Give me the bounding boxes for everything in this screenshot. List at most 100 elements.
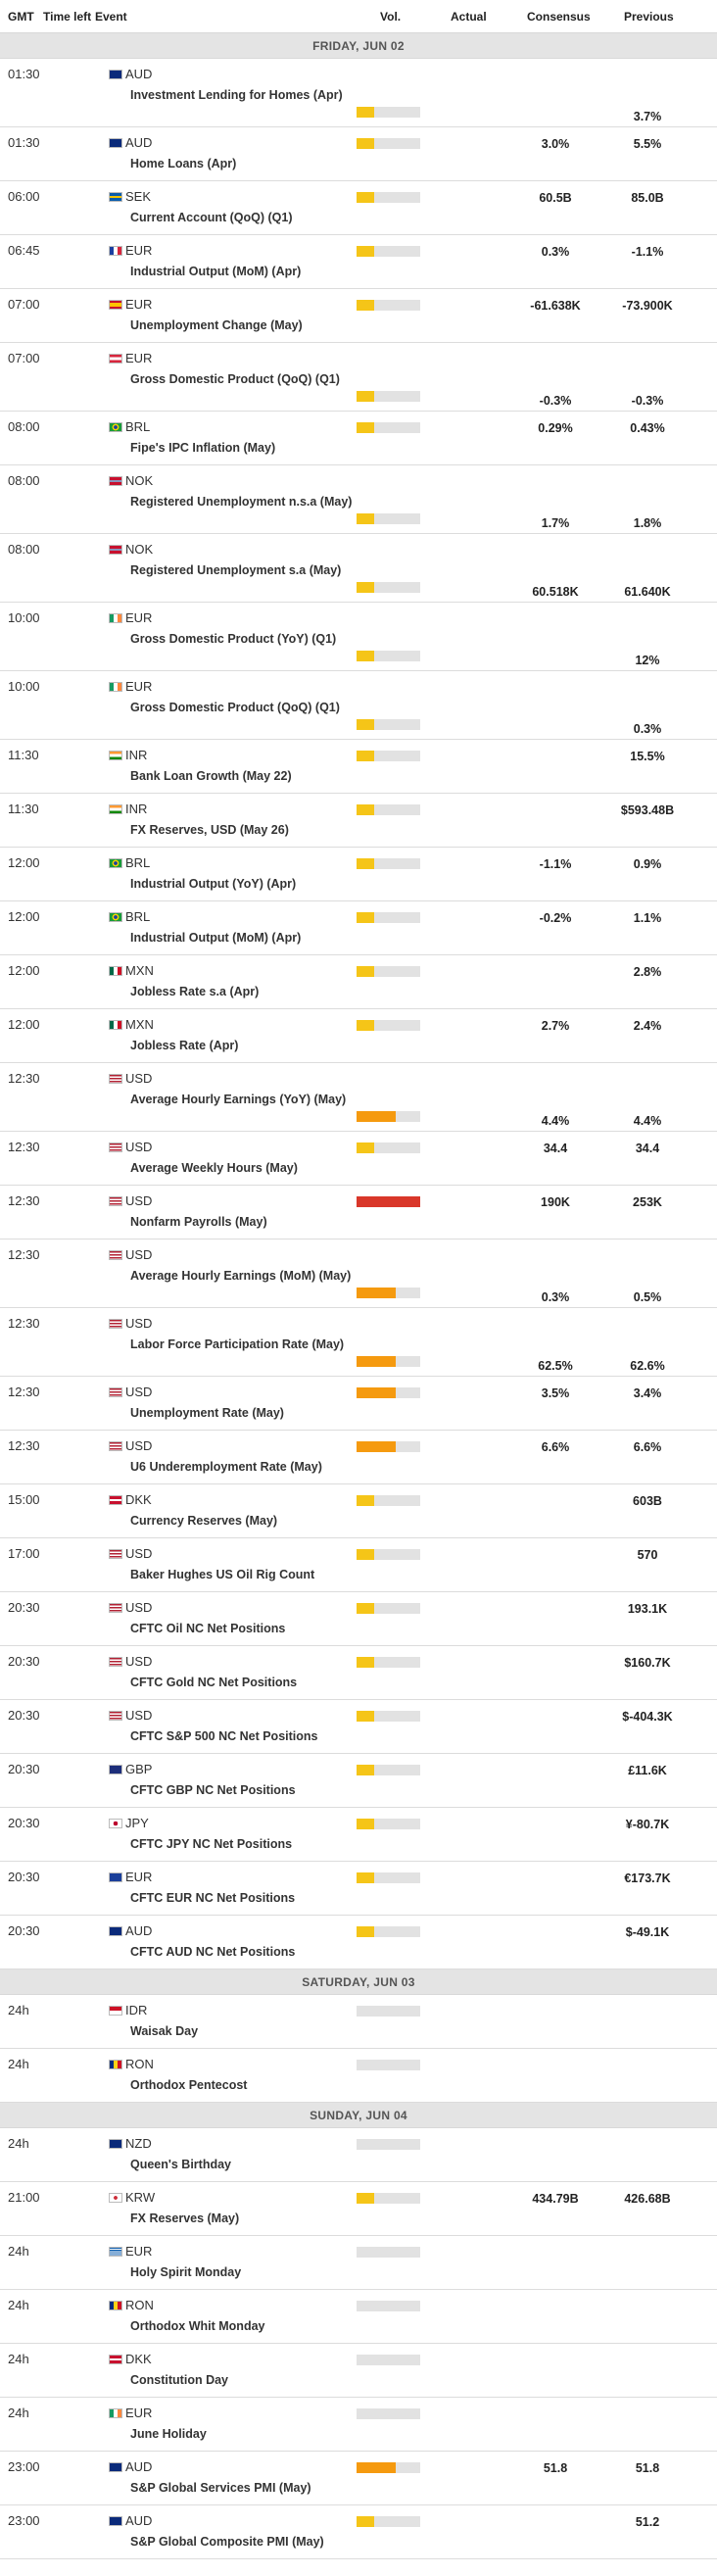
event-row[interactable]: 12:30 USD Average Weekly Hours (May) 34.4 34… (0, 1132, 717, 1186)
event-row[interactable]: 12:30 USD Nonfarm Payrolls (May) 190K 253K (0, 1186, 717, 1239)
event-name[interactable]: Holy Spirit Monday (130, 2265, 242, 2279)
event-name[interactable]: S&P Global Services PMI (May) (130, 2481, 311, 2495)
event-row[interactable]: 01:30 AUD Home Loans (Apr) 3.0% 5.5% (0, 127, 717, 181)
event-name[interactable]: CFTC JPY NC Net Positions (130, 1837, 293, 1851)
event-name[interactable]: CFTC AUD NC Net Positions (130, 1945, 296, 1959)
event-row[interactable]: 12:30 USD Average Hourly Earnings (YoY) (M… (0, 1063, 717, 1132)
event-row[interactable]: 08:00 BRL Fipe's IPC Inflation (May) 0.29% 0… (0, 412, 717, 465)
event-row[interactable]: 01:30 AUD Investment Lending for Homes (Ap… (0, 59, 717, 127)
event-row[interactable]: 20:30 USD CFTC S&P 500 NC Net Positions $-4… (0, 1700, 717, 1754)
event-row[interactable]: 17:00 USD Baker Hughes US Oil Rig Count 570 (0, 1538, 717, 1592)
event-row[interactable]: 12:00 MXN Jobless Rate s.a (Apr) 2.8% (0, 955, 717, 1009)
event-row[interactable]: 12:00 BRL Industrial Output (MoM) (Apr) -0.… (0, 901, 717, 955)
event-name[interactable]: Average Weekly Hours (May) (130, 1161, 298, 1175)
event-name[interactable]: Waisak Day (130, 2024, 199, 2038)
event-row[interactable]: 10:00 EUR Gross Domestic Product (YoY) (Q1… (0, 603, 717, 671)
event-name[interactable]: Currency Reserves (May) (130, 1514, 278, 1528)
event-name[interactable]: Unemployment Rate (May) (130, 1406, 284, 1420)
event-row[interactable]: 24h DKK Constitution Day (0, 2344, 717, 2398)
event-row[interactable]: 12:30 USD Labor Force Participation Rate (… (0, 1308, 717, 1377)
col-previous[interactable]: Previous (624, 10, 674, 24)
volatility-fill (357, 751, 374, 761)
event-name[interactable]: Jobless Rate (Apr) (130, 1039, 239, 1052)
event-row[interactable]: 11:30 INR FX Reserves, USD (May 26) $593.48… (0, 794, 717, 848)
event-name[interactable]: Bank Loan Growth (May 22) (130, 769, 292, 783)
event-name[interactable]: Registered Unemployment n.s.a (May) (130, 495, 353, 509)
event-row[interactable]: 20:30 JPY CFTC JPY NC Net Positions ¥-80.7K (0, 1808, 717, 1862)
event-row[interactable]: 15:00 DKK Currency Reserves (May) 603B (0, 1484, 717, 1538)
event-name[interactable]: CFTC GBP NC Net Positions (130, 1783, 296, 1797)
event-name[interactable]: CFTC EUR NC Net Positions (130, 1891, 296, 1905)
event-row[interactable]: 23:00 AUD S&P Global Composite PMI (May) 51… (0, 2505, 717, 2559)
event-name[interactable]: Current Account (QoQ) (Q1) (130, 211, 293, 224)
col-vol[interactable]: Vol. (380, 10, 402, 24)
event-name[interactable]: Constitution Day (130, 2373, 228, 2387)
event-name[interactable]: Gross Domestic Product (QoQ) (Q1) (130, 372, 340, 386)
event-name[interactable]: S&P Global Composite PMI (May) (130, 2535, 324, 2549)
event-name[interactable]: Orthodox Whit Monday (130, 2319, 265, 2333)
event-row[interactable]: 07:00 EUR Gross Domestic Product (QoQ) (Q1… (0, 343, 717, 412)
event-name[interactable]: Gross Domestic Product (YoY) (Q1) (130, 632, 337, 646)
event-row[interactable]: 24h IDR Waisak Day (0, 1995, 717, 2049)
flag-us-icon (109, 1386, 122, 1397)
event-row[interactable]: 10:00 EUR Gross Domestic Product (QoQ) (Q1… (0, 671, 717, 740)
event-name[interactable]: Baker Hughes US Oil Rig Count (130, 1568, 315, 1581)
event-row[interactable]: 20:30 USD CFTC Oil NC Net Positions 193.1K (0, 1592, 717, 1646)
event-row[interactable]: 12:00 BRL Industrial Output (YoY) (Apr) -1.… (0, 848, 717, 901)
event-name[interactable]: Industrial Output (MoM) (Apr) (130, 931, 302, 945)
event-time: 12:00 (8, 909, 40, 924)
event-row[interactable]: 12:30 USD Unemployment Rate (May) 3.5% 3.4% (0, 1377, 717, 1431)
event-row[interactable]: 06:00 SEK Current Account (QoQ) (Q1) 60.5B 8… (0, 181, 717, 235)
col-time-left[interactable]: Time left (43, 10, 92, 24)
event-row[interactable]: 12:30 USD Average Hourly Earnings (MoM) (M… (0, 1239, 717, 1308)
event-row[interactable]: 20:30 GBP CFTC GBP NC Net Positions £11.6K (0, 1754, 717, 1808)
event-name[interactable]: Labor Force Participation Rate (May) (130, 1337, 345, 1351)
event-name[interactable]: Unemployment Change (May) (130, 318, 303, 332)
event-name[interactable]: Investment Lending for Homes (Apr) (130, 88, 343, 102)
col-consensus[interactable]: Consensus (527, 10, 591, 24)
event-row[interactable]: 24h NZD Queen's Birthday (0, 2128, 717, 2182)
event-name[interactable]: FX Reserves, USD (May 26) (130, 823, 289, 837)
event-row[interactable]: 08:00 NOK Registered Unemployment n.s.a (M… (0, 465, 717, 534)
event-row[interactable]: 20:30 USD CFTC Gold NC Net Positions $160.7… (0, 1646, 717, 1700)
event-name[interactable]: CFTC Gold NC Net Positions (130, 1676, 298, 1689)
event-row[interactable]: 24h RON Orthodox Whit Monday (0, 2290, 717, 2344)
event-row[interactable]: 07:00 EUR Unemployment Change (May) -61.638… (0, 289, 717, 343)
event-name[interactable]: Queen's Birthday (130, 2158, 231, 2171)
event-row[interactable]: 23:00 AUD S&P Global Services PMI (May) 51.… (0, 2452, 717, 2505)
event-name[interactable]: Average Hourly Earnings (YoY) (May) (130, 1093, 347, 1106)
event-row[interactable]: 21:00 KRW FX Reserves (May) 434.79B 426.68B (0, 2182, 717, 2236)
event-row[interactable]: 11:30 INR Bank Loan Growth (May 22) 15.5% (0, 740, 717, 794)
event-time: 07:00 (8, 297, 40, 312)
col-gmt[interactable]: GMT (8, 10, 34, 24)
event-name[interactable]: Registered Unemployment s.a (May) (130, 563, 342, 577)
event-row[interactable]: 06:45 EUR Industrial Output (MoM) (Apr) 0.3… (0, 235, 717, 289)
event-name[interactable]: Orthodox Pentecost (130, 2078, 248, 2092)
volatility-fill (357, 2193, 374, 2204)
event-name[interactable]: FX Reserves (May) (130, 2211, 240, 2225)
event-name[interactable]: Gross Domestic Product (QoQ) (Q1) (130, 701, 340, 714)
event-row[interactable]: 12:30 USD U6 Underemployment Rate (May) 6.6… (0, 1431, 717, 1484)
event-name[interactable]: CFTC S&P 500 NC Net Positions (130, 1729, 318, 1743)
event-name[interactable]: Jobless Rate s.a (Apr) (130, 985, 260, 998)
event-row[interactable]: 08:00 NOK Registered Unemployment s.a (May… (0, 534, 717, 603)
event-name[interactable]: U6 Underemployment Rate (May) (130, 1460, 322, 1474)
event-name[interactable]: Industrial Output (YoY) (Apr) (130, 877, 297, 891)
event-name[interactable]: June Holiday (130, 2427, 207, 2441)
event-row[interactable]: 20:30 AUD CFTC AUD NC Net Positions $-49.1K (0, 1916, 717, 1969)
volatility-fill (357, 1288, 396, 1298)
col-event[interactable]: Event (95, 10, 127, 24)
event-row[interactable]: 12:00 MXN Jobless Rate (Apr) 2.7% 2.4% (0, 1009, 717, 1063)
volatility-fill (357, 1657, 374, 1668)
col-actual[interactable]: Actual (451, 10, 487, 24)
event-name[interactable]: Home Loans (Apr) (130, 157, 237, 170)
event-name[interactable]: Nonfarm Payrolls (May) (130, 1215, 267, 1229)
event-name[interactable]: Fipe's IPC Inflation (May) (130, 441, 276, 455)
event-row[interactable]: 24h EUR Holy Spirit Monday (0, 2236, 717, 2290)
event-name[interactable]: CFTC Oil NC Net Positions (130, 1622, 286, 1635)
event-row[interactable]: 24h EUR June Holiday (0, 2398, 717, 2452)
event-name[interactable]: Average Hourly Earnings (MoM) (May) (130, 1269, 352, 1283)
event-row[interactable]: 20:30 EUR CFTC EUR NC Net Positions €173.7K (0, 1862, 717, 1916)
event-row[interactable]: 24h RON Orthodox Pentecost (0, 2049, 717, 2103)
event-name[interactable]: Industrial Output (MoM) (Apr) (130, 265, 302, 278)
